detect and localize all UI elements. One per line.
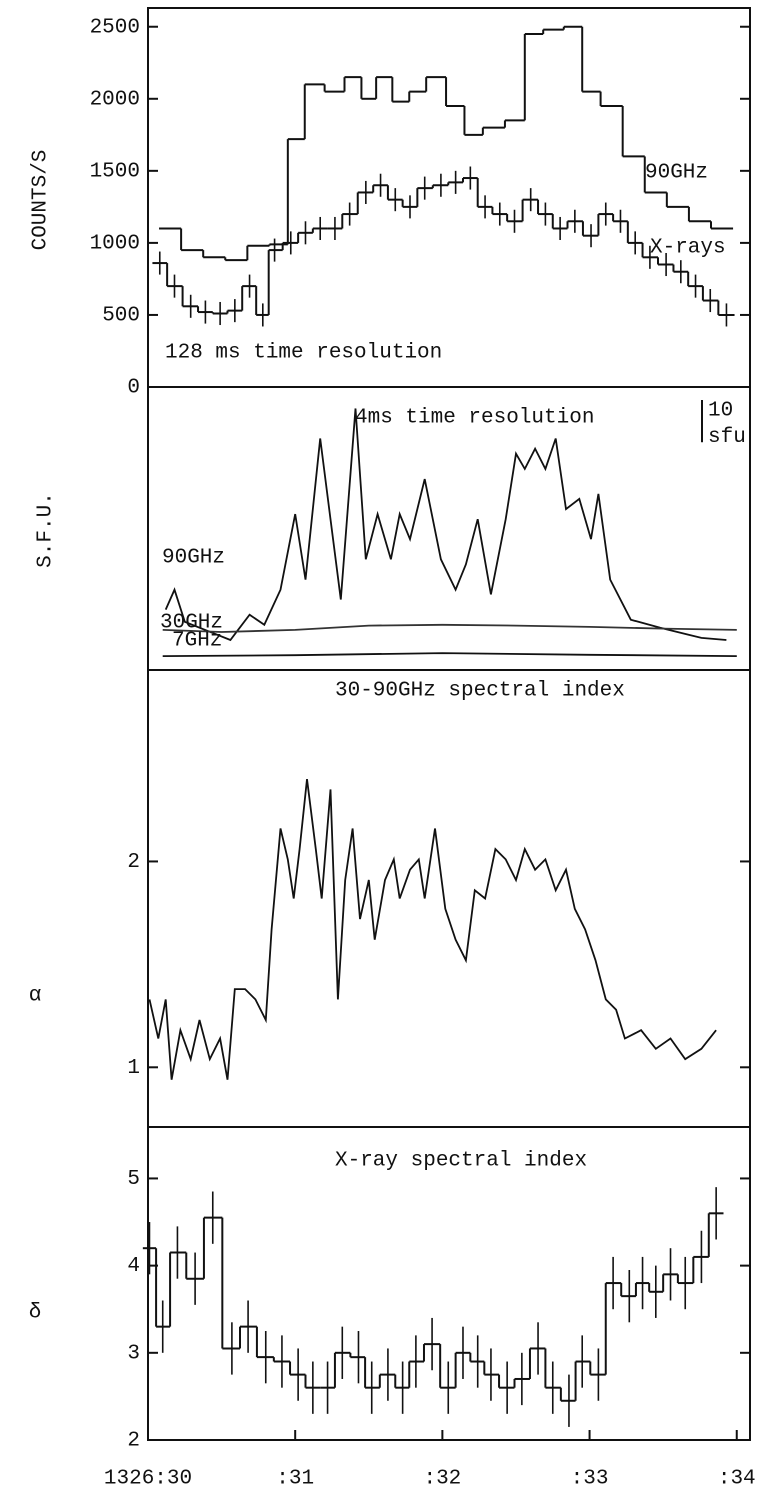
y-axis-label: S.F.U. (35, 492, 58, 568)
data-line (148, 778, 717, 1080)
y-tick-label: 500 (102, 304, 140, 327)
data-line (162, 623, 737, 633)
series-label: X-rays (650, 237, 726, 260)
panel-annotation: 4ms time resolution (355, 407, 594, 430)
y-tick-label: 1 (127, 1057, 140, 1080)
data-line (164, 408, 727, 642)
y-tick-label: 1000 (90, 232, 140, 255)
y-axis-label: COUNTS/S (30, 150, 53, 251)
panel-annotation: 30-90GHz spectral index (335, 680, 625, 703)
x-tick-label: :31 (276, 1468, 314, 1491)
panel-annotation: X-ray spectral index (335, 1150, 587, 1173)
y-tick-label: 2000 (90, 88, 140, 111)
series-label: 90GHz (645, 162, 708, 185)
y-tick-label: 2 (127, 851, 140, 874)
x-tick-label: :33 (571, 1468, 609, 1491)
series-label: 90GHz (162, 547, 225, 570)
y-tick-label: 3 (127, 1342, 140, 1365)
panel-frame (147, 669, 751, 1128)
y-axis-label: α (29, 985, 42, 1008)
y-tick-label: 1500 (90, 160, 140, 183)
series-label: 7GHz (172, 630, 222, 653)
panel-annotation: 128 ms time resolution (165, 342, 442, 365)
series-label: 30GHz (160, 612, 223, 635)
y-tick-label: 4 (127, 1255, 140, 1278)
scale-bar-value: 10 (708, 400, 733, 423)
x-tick-label: :34 (718, 1468, 756, 1491)
y-axis-label: δ (29, 1302, 42, 1325)
y-tick-label: 5 (127, 1168, 140, 1191)
y-tick-label: 2500 (90, 16, 140, 39)
y-tick-label: 2 (127, 1430, 140, 1453)
x-tick-label: :32 (423, 1468, 461, 1491)
x-tick-label: 1326:30 (104, 1468, 192, 1491)
scale-bar-unit: sfu (708, 426, 746, 449)
panel-frame (147, 7, 751, 388)
data-line (162, 652, 737, 657)
y-tick-label: 0 (127, 377, 140, 400)
panel-frame (147, 1126, 751, 1441)
